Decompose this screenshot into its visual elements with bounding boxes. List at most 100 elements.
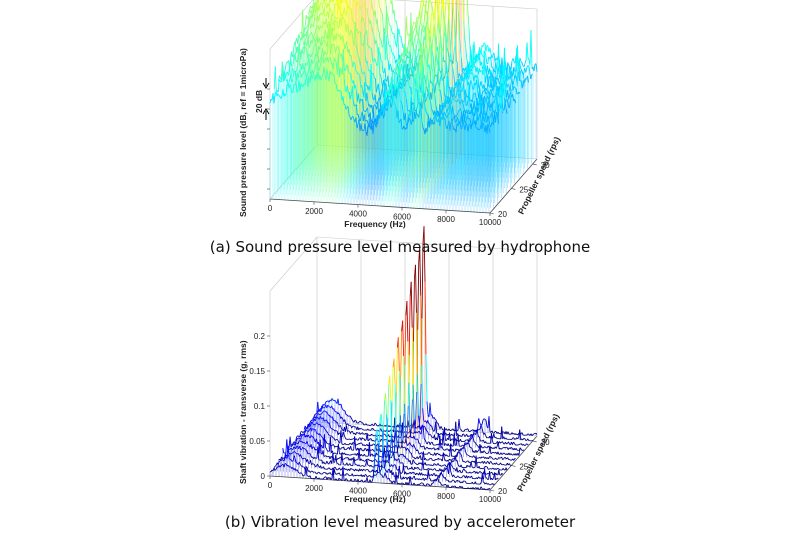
a-spectrum-segment: [462, 0, 465, 22]
a-spectrum-segment: [477, 78, 480, 89]
a-spectrum-segment: [379, 39, 382, 41]
a-spectrum-segment: [360, 123, 363, 131]
a-spectrum-segment: [395, 20, 398, 25]
b-spectrum-segment: [360, 442, 363, 444]
b-spectrum-segment: [420, 445, 423, 448]
a-spectrum-segment: [334, 59, 337, 63]
a-spectrum-segment: [400, 55, 403, 61]
a-spectrum-segment: [484, 114, 487, 123]
a-spectrum-segment: [454, 114, 456, 117]
a-spectrum-segment: [446, 109, 448, 113]
a-spectrum-segment: [490, 91, 493, 95]
b-spectrum-segment: [312, 423, 315, 426]
b-spectrum-segment: [423, 445, 426, 450]
a-spectrum-segment: [443, 111, 446, 114]
a-x-axis-line: [269, 198, 491, 214]
b-x-axis-line: [269, 475, 491, 491]
a-spectrum-segment: [359, 76, 362, 88]
a-spectrum-segment: [374, 94, 377, 104]
a-spectrum-segment: [314, 16, 317, 19]
b-spectrum-segment: [346, 425, 348, 432]
b-spectrum-segment: [431, 425, 434, 430]
a-spectrum-segment: [306, 25, 309, 28]
a-spectrum-segment: [456, 113, 458, 117]
a-spectrum-segment: [303, 26, 306, 30]
a-spectrum-segment: [434, 34, 437, 54]
b-spectrum-segment: [506, 442, 508, 445]
b-spectrum-segment: [492, 440, 494, 444]
a-spectrum-segment: [479, 47, 482, 53]
a-spectrum-segment: [284, 75, 287, 82]
a-spectrum-segment: [458, 73, 461, 76]
b-spectrum-segment: [434, 418, 437, 421]
a-spectrum-segment: [466, 115, 469, 120]
a-spectrum-segment: [310, 54, 313, 58]
a-spectrum-segment: [397, 58, 400, 65]
b-spectrum-segment: [344, 437, 347, 440]
a-spectrum-segment: [312, 11, 315, 17]
a-spectrum-segment: [351, 33, 354, 42]
a-spectrum-segment: [513, 85, 516, 88]
b-spectrum-segment: [502, 441, 504, 444]
b-spectrum-segment: [324, 410, 326, 413]
a-spectrum-segment: [476, 98, 479, 111]
a-spectrum-segment: [350, 55, 353, 61]
a-spectrum-segment: [354, 23, 357, 44]
a-spectrum-segment: [314, 26, 317, 33]
b-spectrum-segment: [469, 430, 472, 433]
a-spectrum-segment: [372, 33, 375, 35]
a-spectrum-segment: [509, 83, 512, 92]
b-spectrum-segment: [413, 419, 416, 434]
a-spectrum-segment: [401, 42, 404, 48]
a-spectrum-segment: [292, 60, 295, 66]
a-spectrum-segment: [424, 53, 426, 58]
a-spectrum-segment: [498, 43, 500, 76]
a-spectrum-segment: [356, 48, 359, 56]
a-spectrum-segment: [408, 51, 411, 61]
a-spectrum-segment: [290, 59, 293, 67]
chart-b-waterfall: [269, 226, 538, 491]
a-spectrum-segment: [366, 8, 369, 16]
a-spectrum-segment: [317, 0, 319, 10]
a-spectrum-segment: [485, 99, 488, 103]
a-spectrum-segment: [502, 65, 505, 99]
a-spectrum-segment: [273, 95, 276, 104]
b-spectrum-segment: [497, 431, 500, 434]
a-spectrum-segment: [299, 37, 301, 40]
a-spectrum-segment: [463, 107, 466, 112]
a-spectrum-segment: [371, 48, 374, 62]
a-spectrum-segment: [312, 62, 314, 64]
a-spectrum-segment: [357, 1, 360, 5]
b-spectrum-segment: [302, 431, 305, 433]
a-spectrum-segment: [484, 76, 487, 84]
a-spectrum-segment: [337, 53, 340, 78]
a-spectrum-segment: [432, 116, 435, 120]
a-spectrum-segment: [448, 19, 451, 38]
a-spectrum-segment: [477, 110, 480, 112]
a-spectrum-segment: [381, 88, 384, 96]
a-top-back-edge: [390, 0, 538, 10]
a-spectrum-segment: [453, 75, 456, 86]
a-spectrum-segment: [312, 47, 315, 54]
a-spectrum-segment: [423, 45, 425, 54]
b-spectrum-segment: [477, 432, 479, 437]
a-spectrum-segment: [325, 18, 328, 29]
b-spectrum-segment: [457, 435, 460, 447]
b-spectrum-segment: [441, 428, 444, 431]
a-spectrum-segment: [438, 0, 440, 7]
a-spectrum-segment: [286, 61, 289, 63]
a-spectrum-segment: [391, 77, 394, 82]
b-spectrum-segment: [336, 439, 339, 441]
b-spectrum-segment: [322, 406, 324, 409]
b-spectrum-segment: [473, 430, 475, 435]
a-spectrum-segment: [371, 93, 374, 100]
a-spectrum-segment: [309, 5, 311, 11]
a-spectrum-segment: [420, 109, 423, 123]
b-spectrum-segment: [476, 445, 479, 447]
a-spectrum-segment: [474, 122, 477, 128]
a-spectrum-segment: [300, 74, 303, 78]
a-spectrum-segment: [313, 16, 316, 27]
b-spectrum-segment: [422, 426, 425, 439]
b-spectrum-segment: [417, 439, 420, 444]
a-spectrum-segment: [342, 17, 345, 21]
